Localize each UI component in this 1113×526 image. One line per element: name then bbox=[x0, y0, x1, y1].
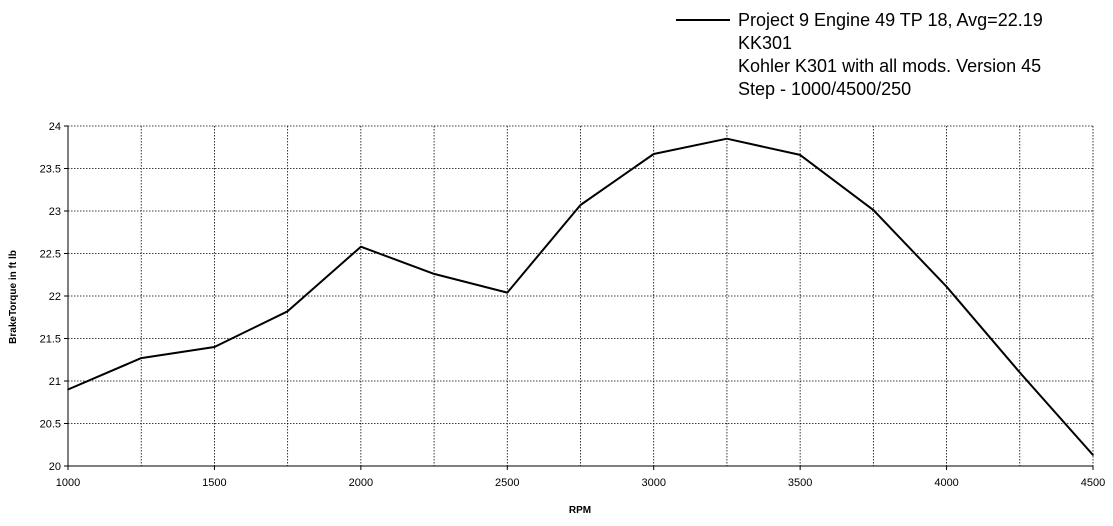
y-tick-label: 23 bbox=[49, 206, 61, 218]
y-tick-label: 23.5 bbox=[40, 164, 61, 176]
legend-series-name: Project 9 Engine 49 TP 18, Avg=22.19 bbox=[738, 10, 1043, 30]
y-tick-label: 22.5 bbox=[40, 249, 61, 261]
data-point bbox=[213, 346, 216, 348]
legend-line-3: Kohler K301 with all mods. Version 45 bbox=[738, 56, 1041, 76]
y-axis-label: BrakeTorque in ft lb bbox=[8, 250, 19, 344]
legend-line-2: KK301 bbox=[738, 33, 792, 53]
y-tick-label: 21.5 bbox=[40, 334, 61, 346]
x-tick-label: 3500 bbox=[788, 477, 812, 489]
data-point bbox=[140, 357, 143, 359]
y-tick-label: 22 bbox=[49, 291, 61, 303]
x-tick-label: 3000 bbox=[641, 477, 665, 489]
x-tick-label: 2500 bbox=[495, 477, 519, 489]
series-layer bbox=[67, 137, 1094, 456]
data-point bbox=[799, 154, 801, 156]
y-tick-label: 20 bbox=[49, 461, 61, 473]
x-tick-label: 4500 bbox=[1081, 477, 1105, 489]
labels-layer: BrakeTorque in ft lb RPM bbox=[8, 250, 591, 516]
x-tick-label: 1000 bbox=[56, 477, 80, 489]
x-tick-label: 1500 bbox=[202, 477, 226, 489]
legend: Project 9 Engine 49 TP 18, Avg=22.19 KK3… bbox=[676, 10, 1043, 99]
x-tick-label: 2000 bbox=[349, 477, 373, 489]
data-point bbox=[67, 388, 69, 391]
y-tick-label: 21 bbox=[49, 376, 61, 388]
data-point bbox=[726, 137, 728, 140]
data-point bbox=[506, 291, 509, 294]
x-axis-label: RPM bbox=[569, 505, 591, 516]
data-point bbox=[1018, 371, 1021, 374]
data-point bbox=[579, 204, 582, 206]
data-point bbox=[1092, 454, 1094, 456]
data-point bbox=[360, 245, 362, 248]
y-tick-label: 24 bbox=[49, 121, 61, 133]
data-point bbox=[433, 273, 435, 275]
y-tick-label: 20.5 bbox=[40, 419, 61, 431]
x-tick-label: 4000 bbox=[934, 477, 958, 489]
data-point bbox=[286, 310, 289, 313]
axes-layer: 20 20.5 21 21.5 22 22.5 23 23.5 24 1000 1500 2000 25… bbox=[40, 121, 1106, 489]
data-point bbox=[872, 209, 875, 211]
grid-layer bbox=[68, 125, 1094, 466]
legend-line-4: Step - 1000/4500/250 bbox=[738, 79, 911, 99]
data-point bbox=[652, 153, 655, 155]
data-point bbox=[945, 285, 948, 288]
